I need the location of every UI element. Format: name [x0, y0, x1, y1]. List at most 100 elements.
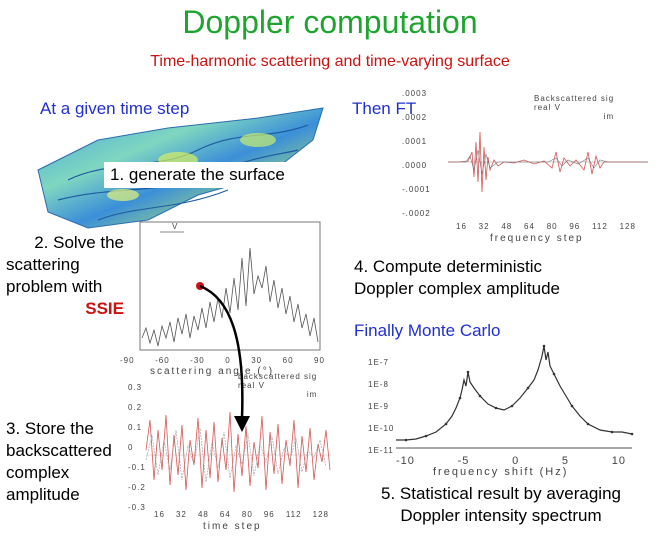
- then-ft-label: Then FT: [352, 99, 417, 118]
- spectrum-ytick: 1E-11: [368, 446, 394, 455]
- ft-imag-curve: [448, 149, 648, 175]
- time-xtick: 112: [285, 510, 302, 519]
- step2-ssie: SSIE: [85, 299, 124, 318]
- time-xtick: 80: [241, 510, 253, 519]
- spectrum-xlabel: frequency shift (Hz): [433, 466, 569, 478]
- spectrum-points: [404, 344, 634, 442]
- scatter-legend: V: [172, 222, 179, 231]
- time-xtick: 128: [312, 510, 329, 519]
- given-timestep-label: At a given time step: [36, 98, 194, 120]
- step3-line4: amplitude: [6, 485, 80, 504]
- ft-yticks: .0003 .0002 .0001 .0000 -.0001 -.0002: [402, 82, 431, 226]
- page-title: Doppler computation: [182, 4, 478, 40]
- spectrum-xtick: -10: [396, 455, 415, 467]
- ft-xtick: 48: [501, 222, 513, 231]
- spectrum-ytick: 1E-10: [368, 424, 395, 433]
- ft-xticks: 16 32 48 64 80 96 112 128: [456, 222, 636, 231]
- spectrum-ytick: 1E-8: [368, 380, 389, 389]
- ft-ytick: .0001: [402, 137, 428, 146]
- scatter-xticks: -90 -60 -30 0 30 60 90: [120, 356, 325, 365]
- step1-label: 1. generate the surface: [104, 162, 291, 188]
- time-xticks: 16 32 48 64 80 96 112 128: [154, 510, 329, 519]
- scatter-xtick: 30: [251, 356, 263, 365]
- step5-line2: Doppler intensity spectrum: [400, 506, 602, 525]
- step2-label: 2. Solve the scattering problem with SSI…: [4, 232, 124, 320]
- time-ytick: 0.3: [128, 383, 143, 392]
- ft-plot: .0003 .0002 .0001 .0000 -.0001 -.0002 Ba…: [402, 82, 652, 247]
- transfer-arrow: [196, 282, 250, 432]
- ft-real-curve: [448, 131, 648, 193]
- ft-xtick: 112: [592, 222, 608, 231]
- spectrum-curve: [396, 345, 633, 441]
- scatter-xtick: 0: [225, 356, 231, 365]
- time-ytick: 0: [128, 443, 134, 452]
- step5-line1: 5. Statistical result by averaging: [380, 484, 621, 503]
- step4-line2: Doppler complex amplitude: [354, 279, 560, 298]
- step3-line2: backscattered: [6, 441, 112, 460]
- scatter-xtick: -30: [190, 356, 205, 365]
- time-real-curve: [145, 411, 331, 493]
- ft-xtick: 128: [619, 222, 636, 231]
- ft-legend-real: real V: [534, 103, 561, 112]
- ft-plot-graph: [448, 131, 648, 193]
- ft-xtick: 32: [478, 222, 490, 231]
- ft-xtick: 96: [569, 222, 581, 231]
- scatter-xtick: -60: [155, 356, 170, 365]
- time-xtick: 48: [197, 510, 209, 519]
- time-ytick: 0.1: [128, 423, 143, 432]
- spectrum-plot-graph: [396, 344, 634, 449]
- time-ytick: -0.1: [128, 463, 146, 472]
- spectrum-plot: 1E-7 1E-8 1E-9 1E-10 1E-11 -10 -5 0 5 10…: [368, 340, 634, 480]
- time-xtick: 32: [175, 510, 187, 519]
- step3-line1: 3. Store the: [6, 419, 94, 438]
- monte-carlo-label: Finally Monte Carlo: [354, 321, 501, 340]
- time-legend: backscattered sig real V im: [238, 372, 317, 399]
- ft-ytick: -.0002: [402, 209, 431, 218]
- time-plot: backscattered sig real V im 0.3 0.2 0.1 …: [128, 370, 333, 535]
- step2-line3: problem with: [6, 277, 103, 296]
- ft-xtick: 16: [456, 222, 467, 231]
- spectrum-yticks: 1E-7 1E-8 1E-9 1E-10 1E-11: [368, 352, 394, 462]
- step3-label: 3. Store the backscattered complex ampli…: [6, 418, 112, 506]
- time-xtick: 96: [263, 510, 275, 519]
- spectrum-xtick: 0: [512, 455, 520, 467]
- ft-ytick: .0003: [402, 89, 428, 98]
- spectrum-xtick: 5: [561, 455, 570, 467]
- ft-legend-title: Backscattered sig: [534, 94, 615, 103]
- step2-line2: scattering: [6, 255, 80, 274]
- time-ytick: -0.2: [128, 483, 146, 492]
- step4-line1: 4. Compute deterministic: [354, 257, 543, 276]
- ft-xtick: 80: [546, 222, 558, 231]
- time-ytick: -0.3: [128, 503, 146, 512]
- spectrum-xtick: -5: [457, 455, 470, 467]
- time-legend-real: real V: [238, 381, 265, 390]
- time-ytick: 0.2: [128, 403, 143, 412]
- step3-line3: complex: [6, 463, 70, 482]
- spectrum-ytick: 1E-7: [368, 358, 389, 367]
- scatter-xtick: 60: [282, 356, 294, 365]
- scatter-curve: [141, 247, 319, 347]
- spectrum-xtick: 10: [611, 455, 626, 467]
- ft-legend: Backscattered sig real V im: [534, 94, 614, 121]
- spectrum-ytick: 1E-9: [368, 402, 389, 411]
- time-legend-title: backscattered sig: [238, 372, 318, 381]
- time-legend-imag: im: [306, 390, 318, 399]
- ft-ytick: -.0001: [402, 185, 431, 194]
- step5-label: 5. Statistical result by averaging Doppl…: [356, 483, 646, 527]
- time-plot-graph: [145, 411, 331, 493]
- ft-ytick: .0000: [402, 161, 428, 170]
- time-xtick: 64: [219, 510, 231, 519]
- scatter-plot-graph: [139, 221, 321, 351]
- spectrum-xticks: -10 -5 0 5 10: [396, 455, 626, 467]
- ft-xlabel: frequency step: [490, 233, 584, 244]
- step2-line1: 2. Solve the: [34, 233, 124, 252]
- time-xtick: 16: [154, 510, 165, 519]
- time-yticks: 0.3 0.2 0.1 0 -0.1 -0.2 -0.3: [128, 378, 146, 518]
- page-subtitle: Time-harmonic scattering and time-varyin…: [150, 53, 510, 70]
- ft-legend-imag: im: [603, 112, 615, 121]
- step4-label: 4. Compute deterministic Doppler complex…: [354, 256, 560, 300]
- scatter-xtick: -90: [120, 356, 135, 365]
- time-xlabel: time step: [203, 521, 262, 532]
- scatter-plot: V -90 -60 -30 0 30 60 90 scattering angl…: [120, 218, 325, 378]
- scatter-xlabel: scattering angle (°): [150, 366, 275, 377]
